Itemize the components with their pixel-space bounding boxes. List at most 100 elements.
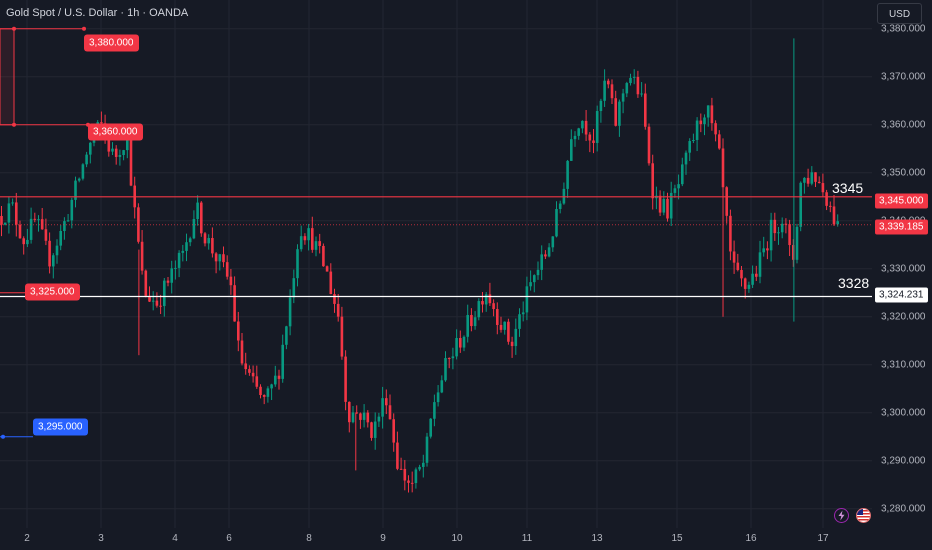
candle-body [126,136,129,151]
candle-body [148,295,151,302]
candle-body [48,240,51,267]
candle-body [288,297,292,327]
candle-body [499,324,503,330]
candle-body [418,466,421,470]
tp-handle-3380 [12,26,16,31]
candle-body [362,412,366,420]
candle-body [214,253,218,262]
candle-body [229,276,233,286]
candle-body [237,321,240,341]
source-separator: · [142,7,147,19]
lightning-icon[interactable] [834,508,849,523]
candle-body [89,142,92,155]
candle-body [555,208,558,237]
candle-body [618,101,621,126]
candle-body [33,218,37,220]
candle-body [551,236,555,248]
candle-body [399,468,403,470]
candle-body [185,242,188,251]
price-label-3380[interactable]: 3,380.000 [84,34,139,52]
candle-body [577,128,580,136]
time-tick: 2 [24,533,30,544]
candle-body [721,148,725,188]
price-label-3295[interactable]: 3,295.000 [33,418,88,436]
tp-handle-3360 [12,122,16,127]
candle-body [325,266,329,272]
candle-body [536,269,540,276]
currency-button[interactable]: USD [877,3,922,24]
candle-body [433,402,436,419]
candle-body [444,358,447,381]
candle-body [207,238,210,244]
candle-body [240,340,244,364]
candle-body [695,120,699,140]
interval-separator: · [120,7,125,19]
price-axis[interactable]: 3,380.000 3,370.000 3,360.000 3,350.000 3,34… [872,0,932,528]
candle-body [451,356,455,359]
candle-body [351,412,355,423]
candle-body [100,122,103,124]
us-flag-glyph [857,509,870,522]
tp-handle-3380-right [82,26,86,31]
candle-body [810,172,814,184]
time-axis[interactable]: 2 3 4 6 8 9 10 11 13 15 16 17 [0,528,872,550]
price-chart[interactable] [0,0,872,528]
symbol-title[interactable]: Gold Spot / U.S. Dollar · 1h · OANDA [6,7,188,19]
candle-body [422,462,425,467]
candle-body [22,238,25,245]
candle-body [570,139,573,161]
chart-canvas[interactable] [0,0,872,528]
candle-body [414,469,418,484]
candle-body [669,192,673,219]
candle-body [40,219,44,230]
price-tick: 3,360.000 [881,119,926,131]
candle-body [18,224,22,239]
candle-body [244,363,247,370]
candle-body [403,468,407,481]
candle-body [544,254,547,257]
candle-body [518,314,521,329]
candle-body [581,120,584,129]
candle-body [425,436,429,463]
candle-body [7,203,11,223]
candle-body [355,412,358,414]
candle-body [311,228,314,250]
candle-body [266,388,270,397]
candle-body [621,93,625,102]
price-label-3325[interactable]: 3,325.000 [25,283,80,301]
candle-body [262,395,266,397]
candle-body [636,76,640,95]
candle-body [673,188,677,193]
candle-body [248,369,251,373]
candle-body [59,231,62,246]
candle-body [507,321,510,342]
axis-label-current-price: 3,339.185 [875,219,928,235]
price-label-3360[interactable]: 3,360.000 [88,123,143,141]
candle-body [677,184,680,189]
interval-label: 1h [127,7,140,19]
candle-body [177,252,181,268]
candle-body [773,219,777,234]
candle-body [714,123,717,135]
candle-body [788,224,791,246]
time-tick: 15 [671,533,683,544]
candle-body [429,418,432,437]
candle-body [629,77,632,84]
level-text-3328[interactable]: 3328 [838,275,870,291]
candle-body [817,181,821,184]
candle-body [277,375,281,379]
candle-body [703,117,706,125]
candle-body [832,206,836,225]
candle-body [607,80,610,85]
price-tick: 3,350.000 [881,167,926,179]
time-tick: 8 [306,533,312,544]
candle-body [329,271,333,295]
candle-body [647,126,651,164]
candle-body [407,480,410,483]
us-flag-icon[interactable] [856,508,871,523]
price-tick: 3,290.000 [881,455,926,467]
candle-body [799,182,802,227]
level-text-3345[interactable]: 3345 [832,180,864,196]
candle-body [533,275,536,283]
candle-body [155,300,159,306]
